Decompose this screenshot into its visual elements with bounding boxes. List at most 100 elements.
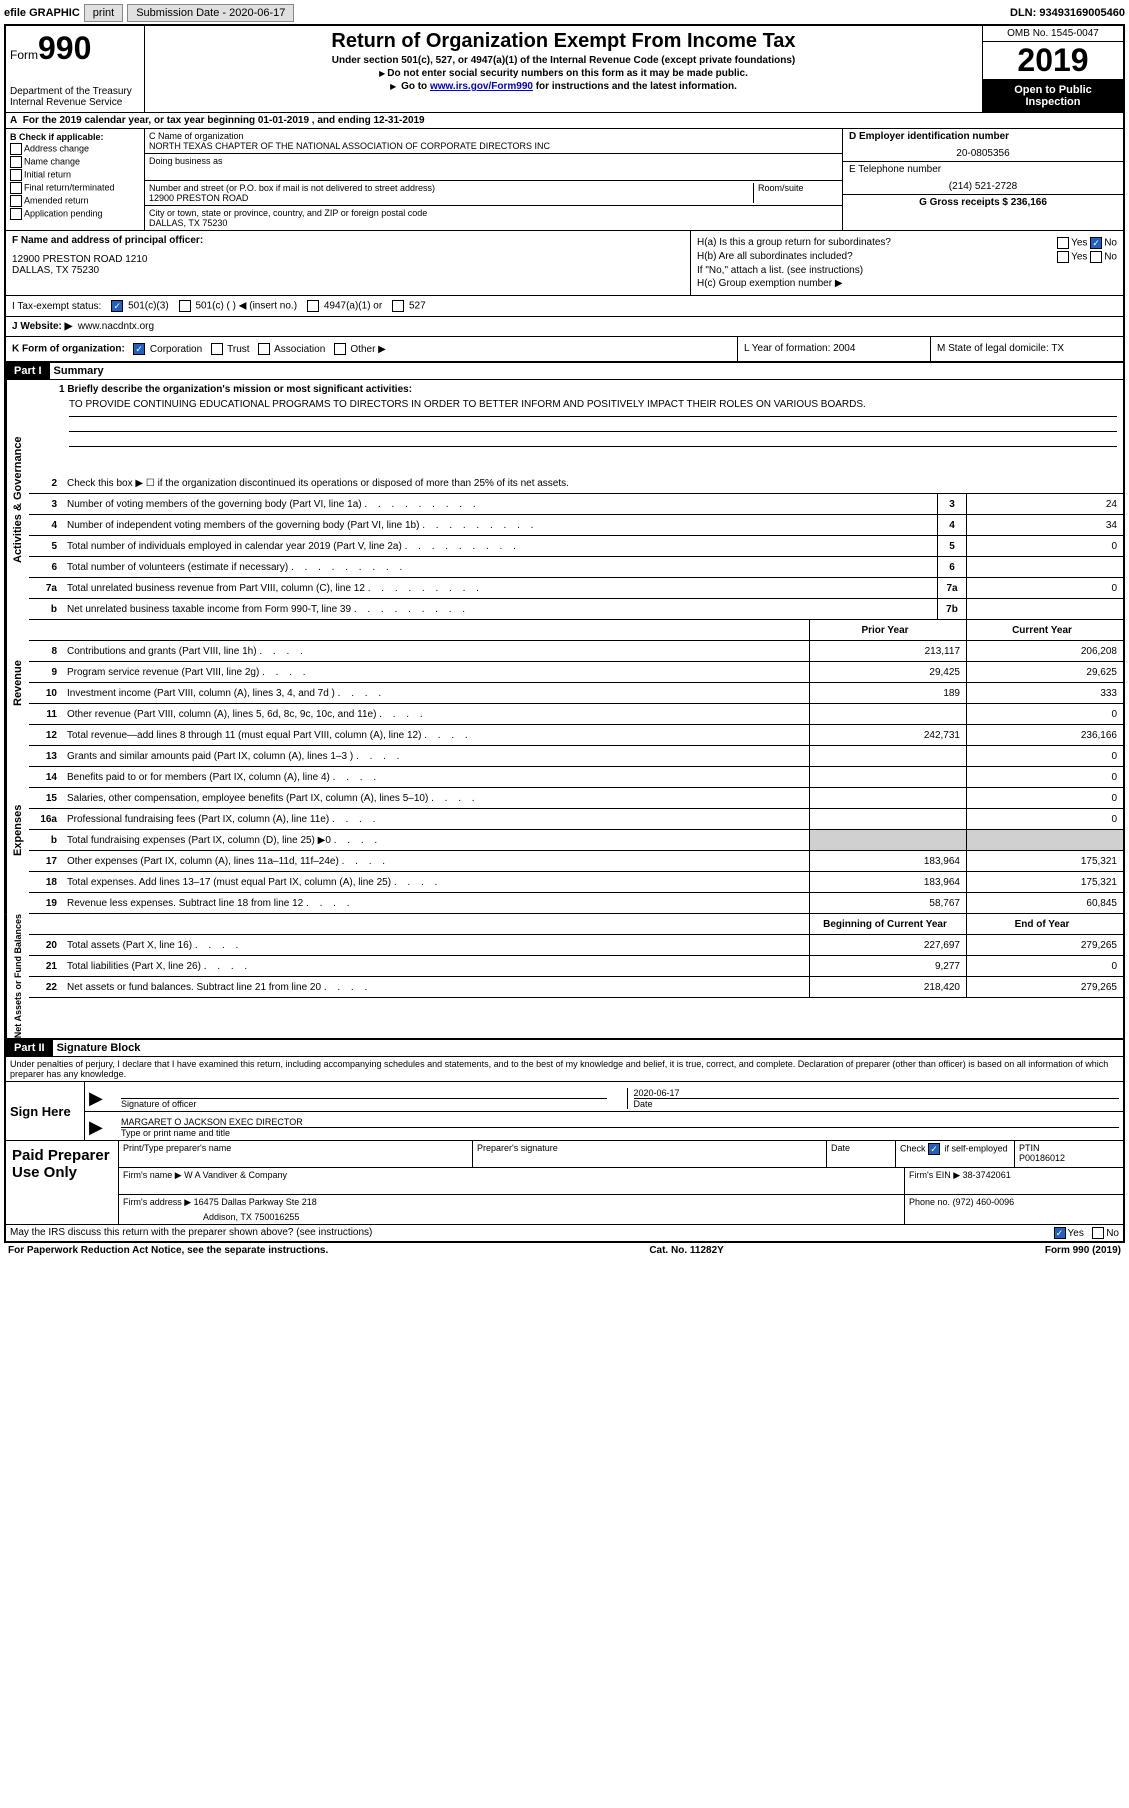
org-name: NORTH TEXAS CHAPTER OF THE NATIONAL ASSO… <box>149 141 838 151</box>
note-instructions: Go to www.irs.gov/Form990 for instructio… <box>153 81 974 92</box>
ha-row: H(a) Is this a group return for subordin… <box>697 237 1117 249</box>
omb-number: OMB No. 1545-0047 <box>983 26 1123 42</box>
paid-preparer-block: Paid Preparer Use Only Print/Type prepar… <box>6 1140 1123 1224</box>
penalty-statement: Under penalties of perjury, I declare th… <box>6 1057 1123 1081</box>
street-address: 12900 PRESTON ROAD <box>149 193 753 203</box>
line-row: 13 Grants and similar amounts paid (Part… <box>29 746 1123 767</box>
website-row: J Website: ▶ www.nacdntx.org <box>6 317 1123 337</box>
form-number: Form 990 <box>10 30 140 67</box>
ptin-value: P00186012 <box>1019 1153 1119 1163</box>
line-row: 12 Total revenue—add lines 8 through 11 … <box>29 725 1123 746</box>
hb-row: H(b) Are all subordinates included? Yes … <box>697 251 1117 263</box>
phone-value: (214) 521-2728 <box>849 181 1117 192</box>
line-row: b Total fundraising expenses (Part IX, c… <box>29 830 1123 851</box>
line-row: 4 Number of independent voting members o… <box>29 515 1123 536</box>
part2-header-row: Part II Signature Block <box>6 1040 1123 1057</box>
form-header: Form 990 Department of the Treasury Inte… <box>6 26 1123 113</box>
line-row: 18 Total expenses. Add lines 13–17 (must… <box>29 872 1123 893</box>
form-container: Form 990 Department of the Treasury Inte… <box>4 24 1125 1243</box>
cb-501c3[interactable]: 501(c)(3) <box>111 300 168 312</box>
firm-name: W A Vandiver & Company <box>184 1170 287 1180</box>
cb-other[interactable]: Other ▶ <box>334 344 386 355</box>
expenses-section: Expenses 13 Grants and similar amounts p… <box>6 746 1123 914</box>
line-row: 3 Number of voting members of the govern… <box>29 494 1123 515</box>
gross-receipts: G Gross receipts $ 236,166 <box>919 197 1047 208</box>
cb-application-pending[interactable]: Application pending <box>10 208 140 220</box>
activities-governance-section: Activities & Governance 1 Briefly descri… <box>6 380 1123 620</box>
firm-ein: 38-3742061 <box>963 1170 1011 1180</box>
line-row: 11 Other revenue (Part VIII, column (A),… <box>29 704 1123 725</box>
hb-yes[interactable]: Yes <box>1057 251 1087 263</box>
line-row: 7a Total unrelated business revenue from… <box>29 578 1123 599</box>
info-grid: B Check if applicable: Address change Na… <box>6 129 1123 231</box>
website-value: www.nacdntx.org <box>78 321 154 332</box>
column-b: B Check if applicable: Address change Na… <box>6 129 145 230</box>
city-state-zip: DALLAS, TX 75230 <box>149 218 838 228</box>
cb-association[interactable]: Association <box>258 344 325 355</box>
cb-trust[interactable]: Trust <box>211 344 250 355</box>
cb-4947[interactable]: 4947(a)(1) or <box>307 300 382 312</box>
open-public-badge: Open to Public Inspection <box>983 80 1123 112</box>
line-row: 21 Total liabilities (Part X, line 26) .… <box>29 956 1123 977</box>
line1: 1 Briefly describe the organization's mi… <box>29 380 1123 395</box>
tax-year: 2019 <box>983 42 1123 80</box>
line-row: 16a Professional fundraising fees (Part … <box>29 809 1123 830</box>
line-row: 22 Net assets or fund balances. Subtract… <box>29 977 1123 998</box>
ha-yes[interactable]: Yes <box>1057 237 1087 249</box>
column-d: D Employer identification number 20-0805… <box>842 129 1123 230</box>
cb-address-change[interactable]: Address change <box>10 143 140 155</box>
form-subtitle: Under section 501(c), 527, or 4947(a)(1)… <box>153 55 974 66</box>
cb-527[interactable]: 527 <box>392 300 425 312</box>
state-domicile: M State of legal domicile: TX <box>930 337 1123 361</box>
discuss-no[interactable]: No <box>1092 1228 1119 1239</box>
period-row: A For the 2019 calendar year, or tax yea… <box>6 113 1123 129</box>
top-bar: efile GRAPHIC print Submission Date - 20… <box>4 4 1125 22</box>
efile-label: efile GRAPHIC <box>4 7 80 19</box>
hc-row: H(c) Group exemption number ▶ <box>697 278 1117 289</box>
sign-date: 2020-06-17 <box>634 1088 1120 1098</box>
line-row: 19 Revenue less expenses. Subtract line … <box>29 893 1123 914</box>
cb-corporation[interactable]: Corporation <box>133 344 202 355</box>
line-row: 5 Total number of individuals employed i… <box>29 536 1123 557</box>
footer-row: For Paperwork Reduction Act Notice, see … <box>4 1243 1125 1258</box>
cb-self-employed[interactable] <box>928 1143 940 1155</box>
firm-address: 16475 Dallas Parkway Ste 218 <box>194 1197 317 1207</box>
mission-text: TO PROVIDE CONTINUING EDUCATIONAL PROGRA… <box>29 395 1123 473</box>
dln-label: DLN: 93493169005460 <box>1010 7 1125 19</box>
form-title: Return of Organization Exempt From Incom… <box>153 30 974 53</box>
ha-no[interactable]: No <box>1090 237 1117 249</box>
k-row: K Form of organization: Corporation Trus… <box>6 337 1123 363</box>
department-label: Department of the Treasury Internal Reve… <box>10 86 140 108</box>
discuss-row: May the IRS discuss this return with the… <box>6 1224 1123 1241</box>
column-c: C Name of organization NORTH TEXAS CHAPT… <box>145 129 842 230</box>
line-row: 8 Contributions and grants (Part VIII, l… <box>29 641 1123 662</box>
period-label: A <box>10 115 23 126</box>
ein-value: 20-0805356 <box>849 148 1117 159</box>
line-row: 20 Total assets (Part X, line 16) . . . … <box>29 935 1123 956</box>
cb-amended-return[interactable]: Amended return <box>10 195 140 207</box>
cb-501c[interactable]: 501(c) ( ) ◀ (insert no.) <box>179 300 297 312</box>
line-row: 9 Program service revenue (Part VIII, li… <box>29 662 1123 683</box>
line-row: 14 Benefits paid to or for members (Part… <box>29 767 1123 788</box>
line-row: b Net unrelated business taxable income … <box>29 599 1123 620</box>
submission-date-button[interactable]: Submission Date - 2020-06-17 <box>127 4 294 22</box>
cb-initial-return[interactable]: Initial return <box>10 169 140 181</box>
officer-address: 12900 PRESTON ROAD 1210 DALLAS, TX 75230 <box>12 254 684 276</box>
line-row: 17 Other expenses (Part IX, column (A), … <box>29 851 1123 872</box>
instructions-link[interactable]: www.irs.gov/Form990 <box>430 81 533 92</box>
part2-header: Part II <box>6 1040 53 1056</box>
line-row: 15 Salaries, other compensation, employe… <box>29 788 1123 809</box>
part1-header: Part I <box>6 363 50 379</box>
preparer-phone: (972) 460-0096 <box>953 1197 1015 1207</box>
hb-no[interactable]: No <box>1090 251 1117 263</box>
officer-name: MARGARET O JACKSON EXEC DIRECTOR <box>121 1117 1119 1127</box>
line-row: 6 Total number of volunteers (estimate i… <box>29 557 1123 578</box>
part1-header-row: Part I Summary <box>6 363 1123 380</box>
discuss-yes[interactable]: Yes <box>1054 1228 1084 1239</box>
revenue-section: Revenue Prior Year Current Year 8 Contri… <box>6 620 1123 746</box>
cb-final-return[interactable]: Final return/terminated <box>10 182 140 194</box>
print-button[interactable]: print <box>84 4 123 22</box>
section-f-h: F Name and address of principal officer:… <box>6 231 1123 296</box>
cb-name-change[interactable]: Name change <box>10 156 140 168</box>
sign-here-block: Sign Here ▶ Signature of officer 2020-06… <box>6 1081 1123 1140</box>
